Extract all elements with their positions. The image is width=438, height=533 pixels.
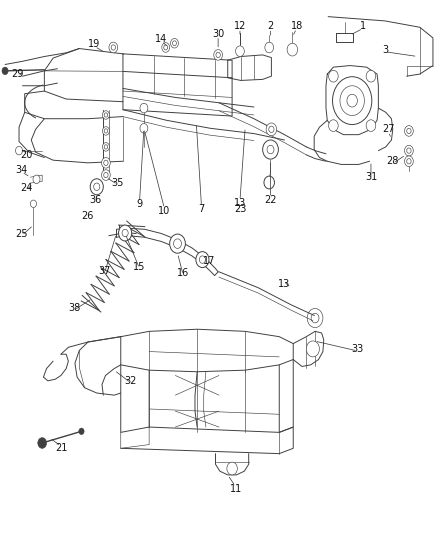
Circle shape — [405, 126, 413, 136]
Circle shape — [227, 462, 237, 475]
Text: 18: 18 — [290, 21, 303, 31]
Circle shape — [102, 158, 110, 168]
Text: 19: 19 — [88, 39, 101, 49]
Circle shape — [366, 70, 376, 82]
Circle shape — [170, 234, 185, 253]
Circle shape — [366, 120, 376, 132]
Circle shape — [236, 46, 244, 56]
Text: 32: 32 — [125, 376, 137, 386]
Text: 37: 37 — [99, 266, 111, 276]
Circle shape — [102, 111, 110, 119]
Circle shape — [328, 70, 338, 82]
Text: 20: 20 — [20, 150, 32, 160]
Circle shape — [266, 123, 277, 136]
Text: 15: 15 — [133, 262, 146, 271]
Text: 2: 2 — [267, 21, 274, 31]
Text: 31: 31 — [365, 172, 377, 182]
Circle shape — [306, 341, 319, 357]
Circle shape — [214, 50, 223, 60]
Text: 16: 16 — [177, 268, 189, 278]
Text: 28: 28 — [387, 156, 399, 166]
Text: 10: 10 — [158, 206, 170, 216]
Circle shape — [102, 169, 110, 180]
Text: 9: 9 — [137, 199, 143, 209]
Text: 7: 7 — [198, 204, 205, 214]
Text: 21: 21 — [55, 443, 67, 453]
Circle shape — [162, 43, 170, 52]
Circle shape — [33, 175, 40, 183]
Circle shape — [119, 225, 132, 241]
Circle shape — [30, 200, 36, 207]
Circle shape — [102, 127, 110, 135]
Text: 36: 36 — [90, 195, 102, 205]
Circle shape — [328, 120, 338, 132]
Text: 38: 38 — [68, 303, 80, 313]
Circle shape — [405, 146, 413, 156]
Text: 25: 25 — [15, 229, 28, 239]
Circle shape — [90, 179, 103, 195]
Text: 27: 27 — [382, 124, 395, 134]
Text: 26: 26 — [81, 211, 93, 221]
Circle shape — [405, 156, 413, 166]
Circle shape — [15, 147, 22, 155]
Circle shape — [170, 38, 178, 48]
Text: 11: 11 — [230, 484, 242, 494]
Circle shape — [102, 143, 110, 151]
Text: 12: 12 — [234, 21, 246, 31]
Circle shape — [196, 252, 209, 268]
Text: 1: 1 — [360, 21, 366, 31]
Circle shape — [38, 438, 46, 448]
Circle shape — [263, 140, 279, 159]
Circle shape — [140, 103, 148, 113]
Text: 23: 23 — [234, 204, 246, 214]
Circle shape — [109, 42, 118, 53]
Circle shape — [311, 313, 319, 323]
Text: 24: 24 — [20, 183, 32, 193]
Circle shape — [287, 43, 297, 56]
Text: 22: 22 — [264, 195, 277, 205]
Text: 14: 14 — [155, 34, 167, 44]
Circle shape — [264, 176, 275, 189]
Circle shape — [79, 428, 84, 434]
Circle shape — [265, 42, 274, 53]
Text: 33: 33 — [352, 344, 364, 354]
Text: 13: 13 — [234, 198, 246, 208]
Circle shape — [332, 77, 372, 125]
Text: 34: 34 — [15, 165, 28, 175]
Text: 13: 13 — [278, 279, 290, 288]
Text: 17: 17 — [203, 256, 215, 266]
Text: 30: 30 — [212, 29, 224, 39]
Circle shape — [2, 67, 8, 75]
Text: 3: 3 — [382, 45, 388, 54]
Text: 35: 35 — [112, 177, 124, 188]
Text: 29: 29 — [11, 69, 24, 79]
Circle shape — [140, 124, 148, 133]
